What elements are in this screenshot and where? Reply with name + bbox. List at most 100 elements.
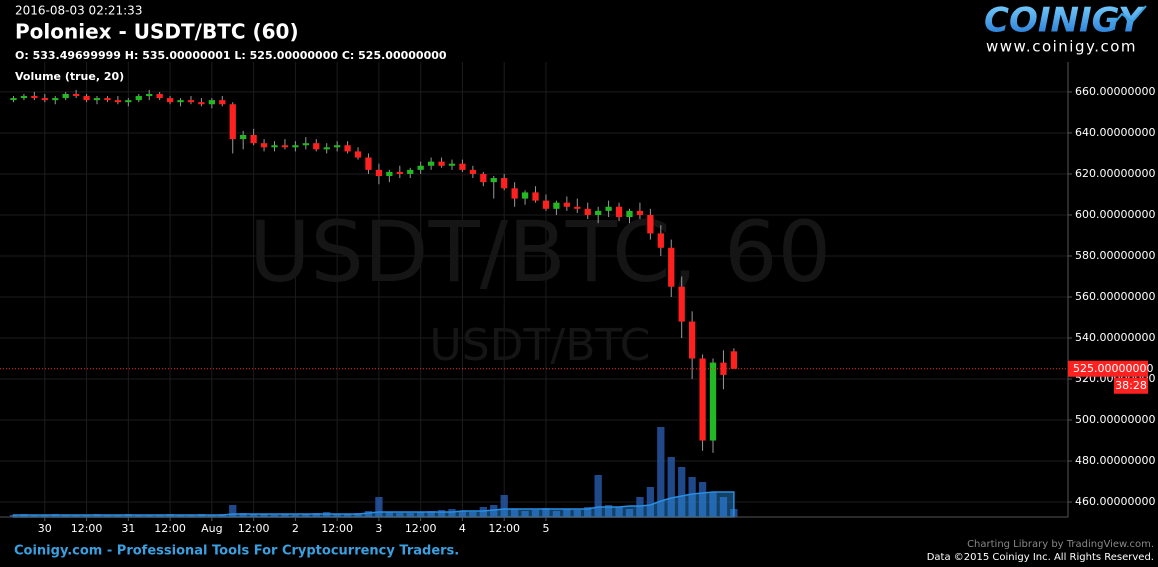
volume-bar xyxy=(72,515,80,517)
x-tick-label: 4 xyxy=(459,522,466,535)
candle-body xyxy=(427,161,435,166)
y-tick-label: 540.00000000 xyxy=(1075,331,1155,344)
candle-body xyxy=(657,233,664,248)
timestamp: 2016-08-03 02:21:33 xyxy=(15,4,142,18)
volume-bar xyxy=(291,515,300,517)
volume-bar xyxy=(646,487,655,517)
candle-body xyxy=(323,147,330,150)
y-tick-label: 660.00000000 xyxy=(1075,85,1155,98)
volume-bar xyxy=(312,513,320,517)
candle-body xyxy=(302,143,309,146)
volume-bar xyxy=(187,515,195,517)
candle-body xyxy=(636,210,644,215)
volume-bar xyxy=(396,513,404,517)
candle-body xyxy=(114,100,122,103)
volume-bar xyxy=(500,495,508,517)
volume-bar xyxy=(427,511,435,517)
volume-bar xyxy=(249,514,258,517)
candle-body xyxy=(532,192,539,201)
volume-bar xyxy=(41,515,49,517)
volume-bar xyxy=(552,511,561,517)
volume-bar xyxy=(260,514,268,517)
x-tick-label: 12:00 xyxy=(405,522,437,535)
ohlc-legend: O: 533.49699999 H: 535.00000001 L: 525.0… xyxy=(15,49,447,62)
volume-bar xyxy=(62,515,70,517)
candle-body xyxy=(615,206,623,218)
candle-body xyxy=(521,192,529,199)
volume-bar xyxy=(406,513,414,517)
logo-icon xyxy=(1109,5,1147,29)
volume-bar xyxy=(437,510,446,517)
volume-bar xyxy=(469,512,477,517)
volume-bar xyxy=(239,513,247,517)
volume-bar xyxy=(458,511,467,517)
volume-bar xyxy=(208,515,216,517)
volume-bar xyxy=(30,515,39,517)
x-tick-label: 12:00 xyxy=(71,522,103,535)
candle-body xyxy=(313,143,320,150)
candle-body xyxy=(626,210,633,218)
y-tick-label: 460.00000000 xyxy=(1075,495,1155,508)
volume-bar xyxy=(490,505,498,517)
footer-rights: Data ©2015 Coinigy Inc. All Rights Reser… xyxy=(927,552,1154,563)
volume-bar xyxy=(542,508,550,517)
volume-bar xyxy=(375,497,383,517)
y-tick-label: 640.00000000 xyxy=(1075,126,1155,139)
candle-body xyxy=(678,286,685,322)
candle-body xyxy=(62,93,69,99)
volume-bar xyxy=(448,509,456,517)
volume-bar xyxy=(688,477,696,517)
x-tick-label: 2 xyxy=(292,522,299,535)
candle-body xyxy=(250,134,257,144)
candle-body xyxy=(198,102,205,105)
price-label: 525.00000000 xyxy=(1073,362,1153,375)
x-tick-label: 12:00 xyxy=(154,522,186,535)
x-tick-label: 3 xyxy=(375,522,382,535)
candle-body xyxy=(334,145,341,148)
volume-bar xyxy=(573,510,581,517)
candle-body xyxy=(83,96,90,101)
candle-body xyxy=(156,93,163,99)
watermark-small: USDT/BTC xyxy=(430,320,651,371)
candle-body xyxy=(375,169,383,177)
candle-body xyxy=(354,151,362,158)
candle-body xyxy=(72,93,80,97)
candle-body xyxy=(480,173,487,183)
candle-body xyxy=(146,93,153,97)
volume-bar xyxy=(135,515,143,517)
x-tick-label: 12:00 xyxy=(238,522,270,535)
volume-label: Volume (true, 20) xyxy=(15,70,124,83)
y-tick-label: 600.00000000 xyxy=(1075,208,1155,221)
candle-body xyxy=(490,178,497,183)
volume-bar xyxy=(563,509,571,517)
candle-body xyxy=(104,98,111,101)
volume-bar xyxy=(82,515,91,517)
volume-bar xyxy=(385,512,394,517)
candle-body xyxy=(542,200,550,209)
volume-bar xyxy=(114,515,122,517)
x-tick-label: 31 xyxy=(121,522,135,535)
candle-body xyxy=(229,104,236,140)
candle-body xyxy=(396,171,403,174)
candle-body xyxy=(386,171,393,177)
volume-bar xyxy=(229,505,237,517)
countdown: 38:28 xyxy=(1115,379,1147,392)
x-tick-label: Aug xyxy=(201,522,222,535)
candle-body xyxy=(10,98,17,101)
candle-body xyxy=(41,98,48,101)
y-tick-label: 500.00000000 xyxy=(1075,413,1155,426)
logo: COINIGY xyxy=(984,1,1146,41)
footer-credit: Charting Library by TradingView.com. xyxy=(967,539,1154,550)
candle-body xyxy=(605,206,612,211)
volume-bar xyxy=(719,497,728,517)
candle-body xyxy=(469,169,477,174)
candle-body xyxy=(187,100,195,103)
candle-body xyxy=(574,206,581,209)
candle-body xyxy=(688,321,696,359)
volume-bar xyxy=(698,482,707,517)
x-tick-label: 12:00 xyxy=(488,522,520,535)
volume-bar xyxy=(667,457,675,517)
volume-bar xyxy=(604,505,613,517)
y-tick-label: 580.00000000 xyxy=(1075,249,1155,262)
